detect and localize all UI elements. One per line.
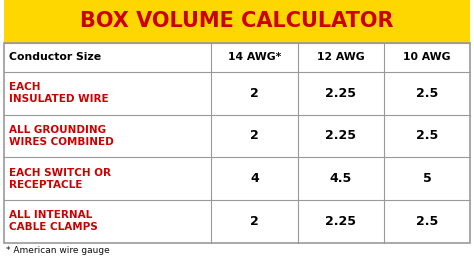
Text: 4: 4 — [250, 172, 259, 185]
Text: ALL INTERNAL
CABLE CLAMPS: ALL INTERNAL CABLE CLAMPS — [9, 211, 98, 232]
Text: 10 AWG: 10 AWG — [403, 52, 451, 62]
Bar — [4, 0, 470, 43]
Bar — [4, 115, 470, 157]
Text: EACH
INSULATED WIRE: EACH INSULATED WIRE — [9, 82, 109, 104]
Text: 2.25: 2.25 — [325, 129, 356, 142]
Text: 12 AWG: 12 AWG — [317, 52, 365, 62]
Text: BOX VOLUME CALCULATOR: BOX VOLUME CALCULATOR — [80, 11, 394, 31]
Text: 14 AWG*: 14 AWG* — [228, 52, 281, 62]
Bar — [4, 200, 470, 243]
Text: * American wire gauge: * American wire gauge — [6, 246, 110, 255]
Text: 2: 2 — [250, 129, 259, 142]
Text: 4.5: 4.5 — [329, 172, 352, 185]
Bar — [4, 43, 470, 243]
Bar — [4, 43, 470, 72]
Text: 2.5: 2.5 — [416, 129, 438, 142]
Text: 2: 2 — [250, 215, 259, 228]
Text: 2.25: 2.25 — [325, 215, 356, 228]
Text: 2.25: 2.25 — [325, 87, 356, 100]
Bar — [4, 72, 470, 115]
Text: 5: 5 — [423, 172, 431, 185]
Text: EACH SWITCH OR
RECEPTACLE: EACH SWITCH OR RECEPTACLE — [9, 168, 111, 190]
Text: 2.5: 2.5 — [416, 87, 438, 100]
Bar — [4, 157, 470, 200]
Text: 2: 2 — [250, 87, 259, 100]
Text: ALL GROUNDING
WIRES COMBINED: ALL GROUNDING WIRES COMBINED — [9, 125, 114, 147]
Text: 2.5: 2.5 — [416, 215, 438, 228]
Text: Conductor Size: Conductor Size — [9, 52, 101, 62]
